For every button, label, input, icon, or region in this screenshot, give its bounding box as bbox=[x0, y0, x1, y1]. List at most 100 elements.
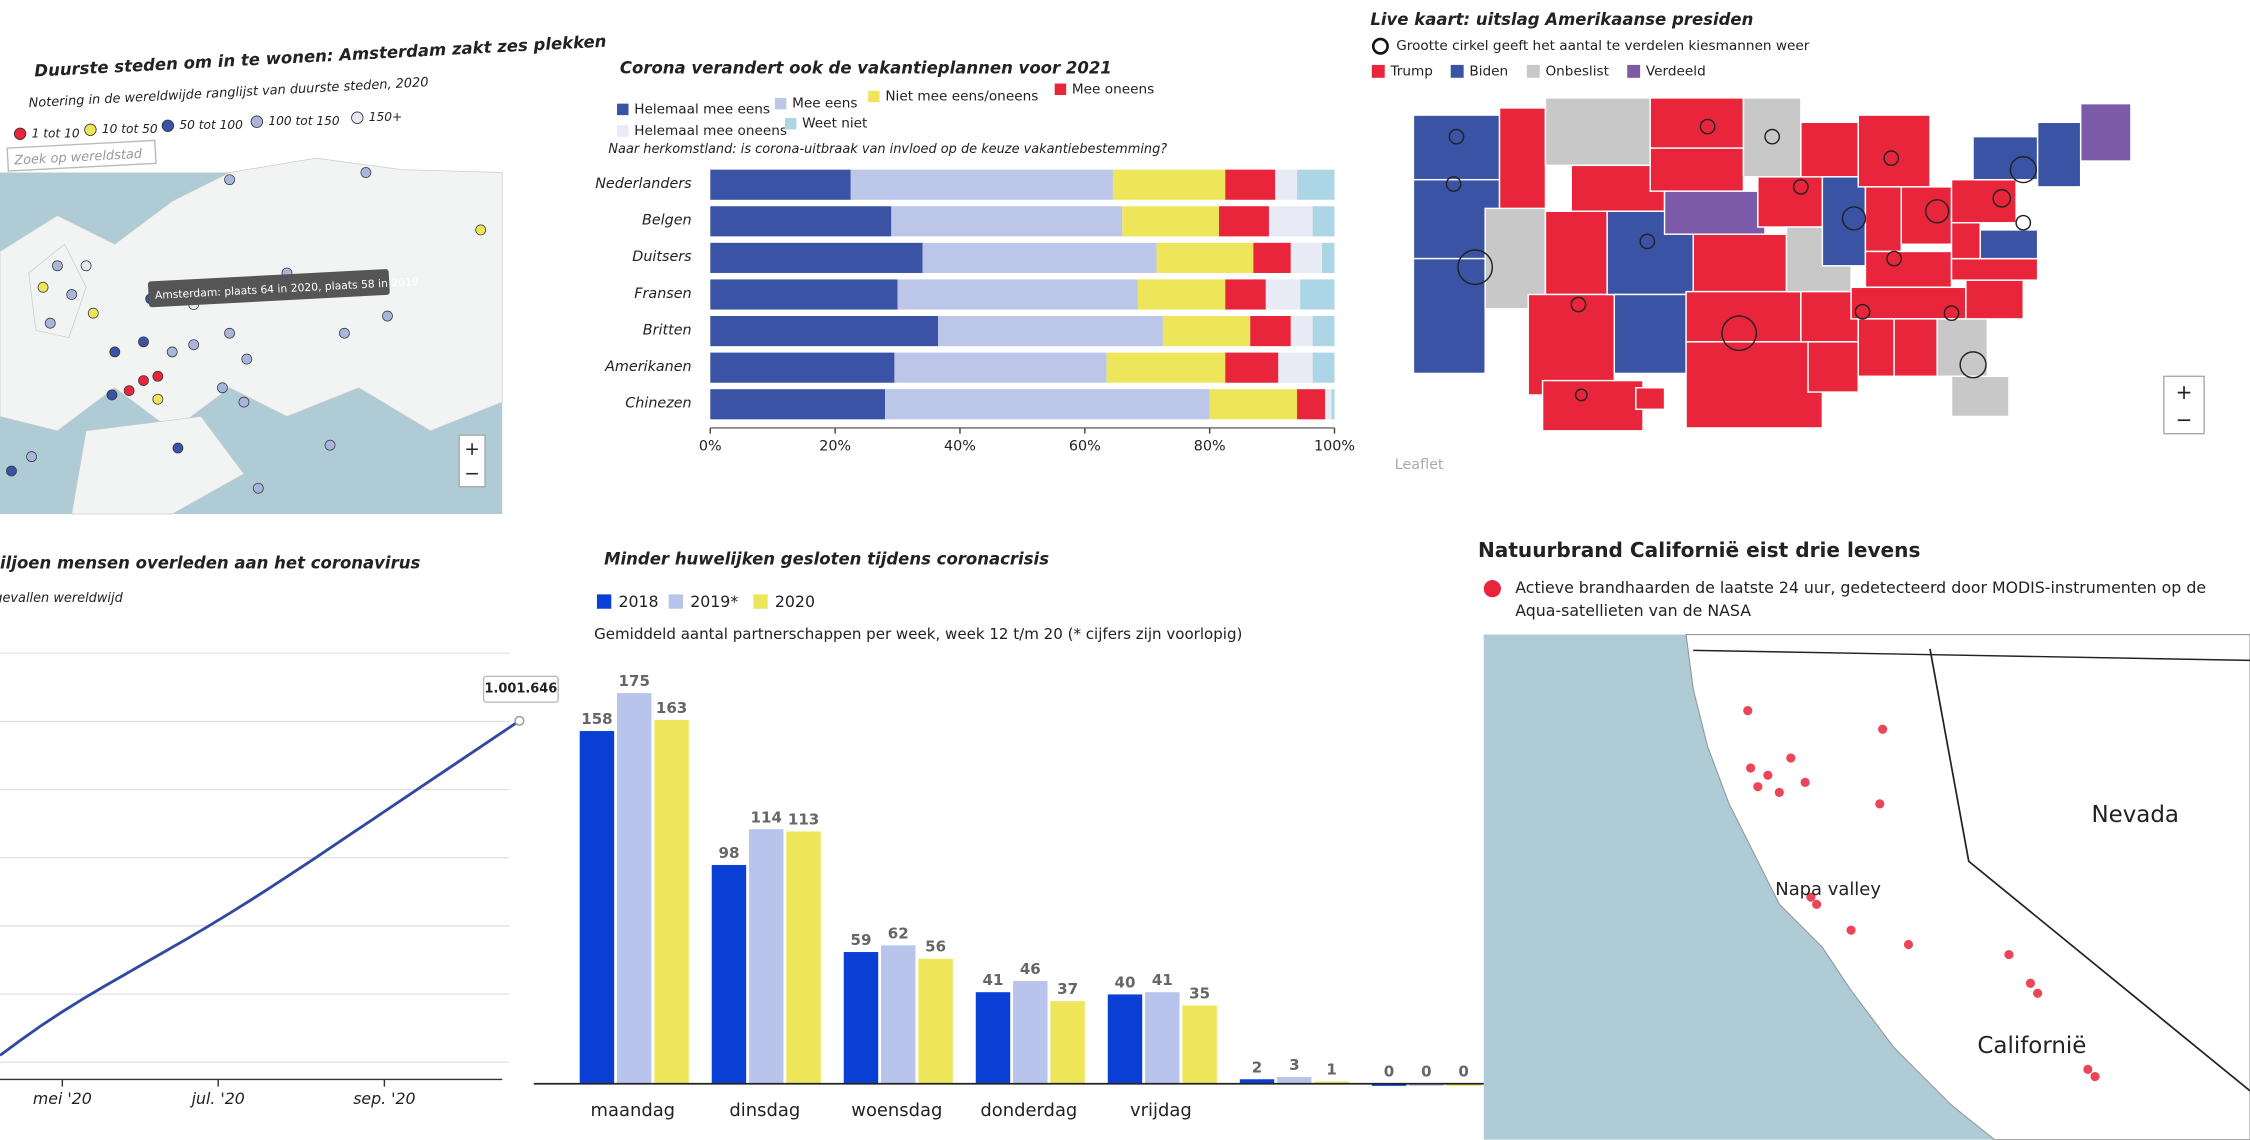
zoom-out[interactable]: − bbox=[2176, 407, 2193, 431]
bar-segment bbox=[710, 242, 923, 273]
bar bbox=[843, 952, 879, 1084]
bar-segment bbox=[1265, 279, 1301, 310]
bar bbox=[1446, 1083, 1481, 1086]
label-napa: Napa valley bbox=[1775, 879, 1881, 900]
city-dot bbox=[106, 389, 118, 401]
x-tick-label: sep. '20 bbox=[353, 1089, 415, 1108]
bar-segment bbox=[1268, 206, 1313, 237]
value-label: 0 bbox=[1421, 1063, 1431, 1081]
legend-label: Helemaal mee oneens bbox=[634, 123, 787, 139]
state bbox=[1965, 279, 2024, 320]
state bbox=[1821, 176, 1867, 267]
legend-swatch bbox=[774, 97, 787, 110]
bar bbox=[1107, 994, 1143, 1084]
legend-label: Onbeslist bbox=[1545, 63, 1609, 79]
bar-segment bbox=[710, 206, 892, 237]
bar bbox=[654, 719, 689, 1084]
bar-segment bbox=[710, 169, 851, 200]
state bbox=[1864, 186, 1903, 253]
bar-segment bbox=[1297, 169, 1335, 200]
electoral-circle bbox=[1924, 199, 1950, 224]
legend-swatch bbox=[13, 127, 27, 140]
legend-swatch bbox=[1371, 64, 1385, 78]
fire-dot bbox=[2083, 1064, 2093, 1074]
state bbox=[1412, 114, 1501, 181]
africa bbox=[71, 416, 245, 515]
legend-label: 2018 bbox=[618, 592, 658, 611]
search-box[interactable] bbox=[6, 139, 157, 172]
zoom-control bbox=[458, 434, 486, 488]
bar-segment bbox=[1225, 352, 1279, 383]
state bbox=[1950, 257, 2039, 281]
subtitle: Gemiddeld aantal partnerschappen per wee… bbox=[594, 625, 1242, 643]
note: Grootte cirkel geeft het aantal te verde… bbox=[1396, 38, 1810, 54]
legend: Trump Biden Onbeslist Verdeeld bbox=[1371, 63, 1706, 79]
subtitle: Notering in de wereldwijde ranglijst van… bbox=[28, 75, 429, 111]
fire-dot bbox=[2090, 1071, 2100, 1082]
fire-dot bbox=[1875, 799, 1885, 809]
legend-swatch bbox=[161, 119, 175, 132]
state bbox=[1864, 250, 1953, 289]
bar bbox=[711, 864, 747, 1084]
electoral-circle bbox=[1445, 176, 1462, 192]
legend-label: 50 tot 100 bbox=[179, 118, 243, 132]
bar bbox=[1277, 1077, 1312, 1084]
state bbox=[1544, 210, 1608, 296]
city-dot bbox=[339, 327, 350, 339]
legend-swatch bbox=[1526, 64, 1540, 78]
bar-segment bbox=[922, 242, 1157, 273]
electoral-circle bbox=[1764, 128, 1781, 145]
value-label: 41 bbox=[983, 971, 1004, 989]
state bbox=[1936, 318, 1989, 377]
value-label: 59 bbox=[850, 931, 871, 949]
bar bbox=[1371, 1083, 1407, 1086]
bar bbox=[1182, 1005, 1217, 1084]
subtitle: Naar herkomstland: is corona-uitbraak va… bbox=[608, 142, 1167, 157]
value-label: 158 bbox=[581, 710, 612, 728]
city-dot bbox=[324, 439, 336, 451]
legend-swatch bbox=[84, 123, 97, 136]
title: Natuurbrand Californië eist drie levens bbox=[1478, 538, 1920, 562]
state bbox=[1527, 293, 1616, 396]
fire-dot bbox=[1806, 892, 1816, 902]
electoral-circle bbox=[2015, 214, 2032, 231]
value-label: 175 bbox=[619, 672, 650, 690]
zoom-in[interactable]: + bbox=[2176, 380, 2193, 404]
bar-segment bbox=[1312, 316, 1335, 347]
electoral-circle bbox=[1457, 249, 1494, 286]
city-dot bbox=[37, 281, 49, 293]
zoom-out[interactable]: − bbox=[464, 463, 480, 484]
search-placeholder[interactable]: Zoek op wereldstad bbox=[13, 147, 143, 169]
legend-label: Niet mee eens/oneens bbox=[885, 88, 1038, 104]
legend-swatch bbox=[250, 115, 264, 128]
bar-segment bbox=[1225, 169, 1276, 200]
bar-segment bbox=[1290, 316, 1313, 347]
value-label: 41 bbox=[1152, 971, 1173, 989]
city-dot bbox=[224, 174, 235, 186]
value-label: 0 bbox=[1384, 1063, 1394, 1081]
state bbox=[1635, 387, 1666, 411]
x-tick-label: dinsdag bbox=[729, 1100, 800, 1121]
value-label: 62 bbox=[888, 924, 909, 942]
bar bbox=[1409, 1083, 1444, 1086]
electoral-circle bbox=[2009, 156, 2037, 184]
bar-segment bbox=[1250, 316, 1291, 347]
electoral-circle bbox=[1721, 315, 1758, 352]
line bbox=[0, 719, 521, 1057]
x-tick-label: 80% bbox=[1194, 439, 1226, 455]
legend-label: 10 tot 50 bbox=[102, 122, 158, 136]
us-map-panel: Live kaart: uitslag Amerikaanse presiden… bbox=[1370, 10, 2205, 473]
city-dot bbox=[188, 339, 200, 351]
end-point bbox=[514, 715, 525, 726]
zoom-in[interactable]: + bbox=[464, 439, 480, 460]
cities-map-panel: Duurste steden om in te wonen: Amsterdam… bbox=[0, 32, 607, 515]
bar-segment bbox=[850, 169, 1113, 200]
value-label: 35 bbox=[1189, 985, 1210, 1003]
value-label: 113 bbox=[788, 811, 819, 829]
fire-dot bbox=[2033, 988, 2043, 998]
legend-swatch bbox=[617, 103, 629, 116]
city-dot bbox=[123, 385, 135, 397]
state bbox=[1412, 257, 1486, 375]
fire-dots bbox=[1743, 706, 2100, 1082]
value-label: 2 bbox=[1252, 1058, 1262, 1076]
